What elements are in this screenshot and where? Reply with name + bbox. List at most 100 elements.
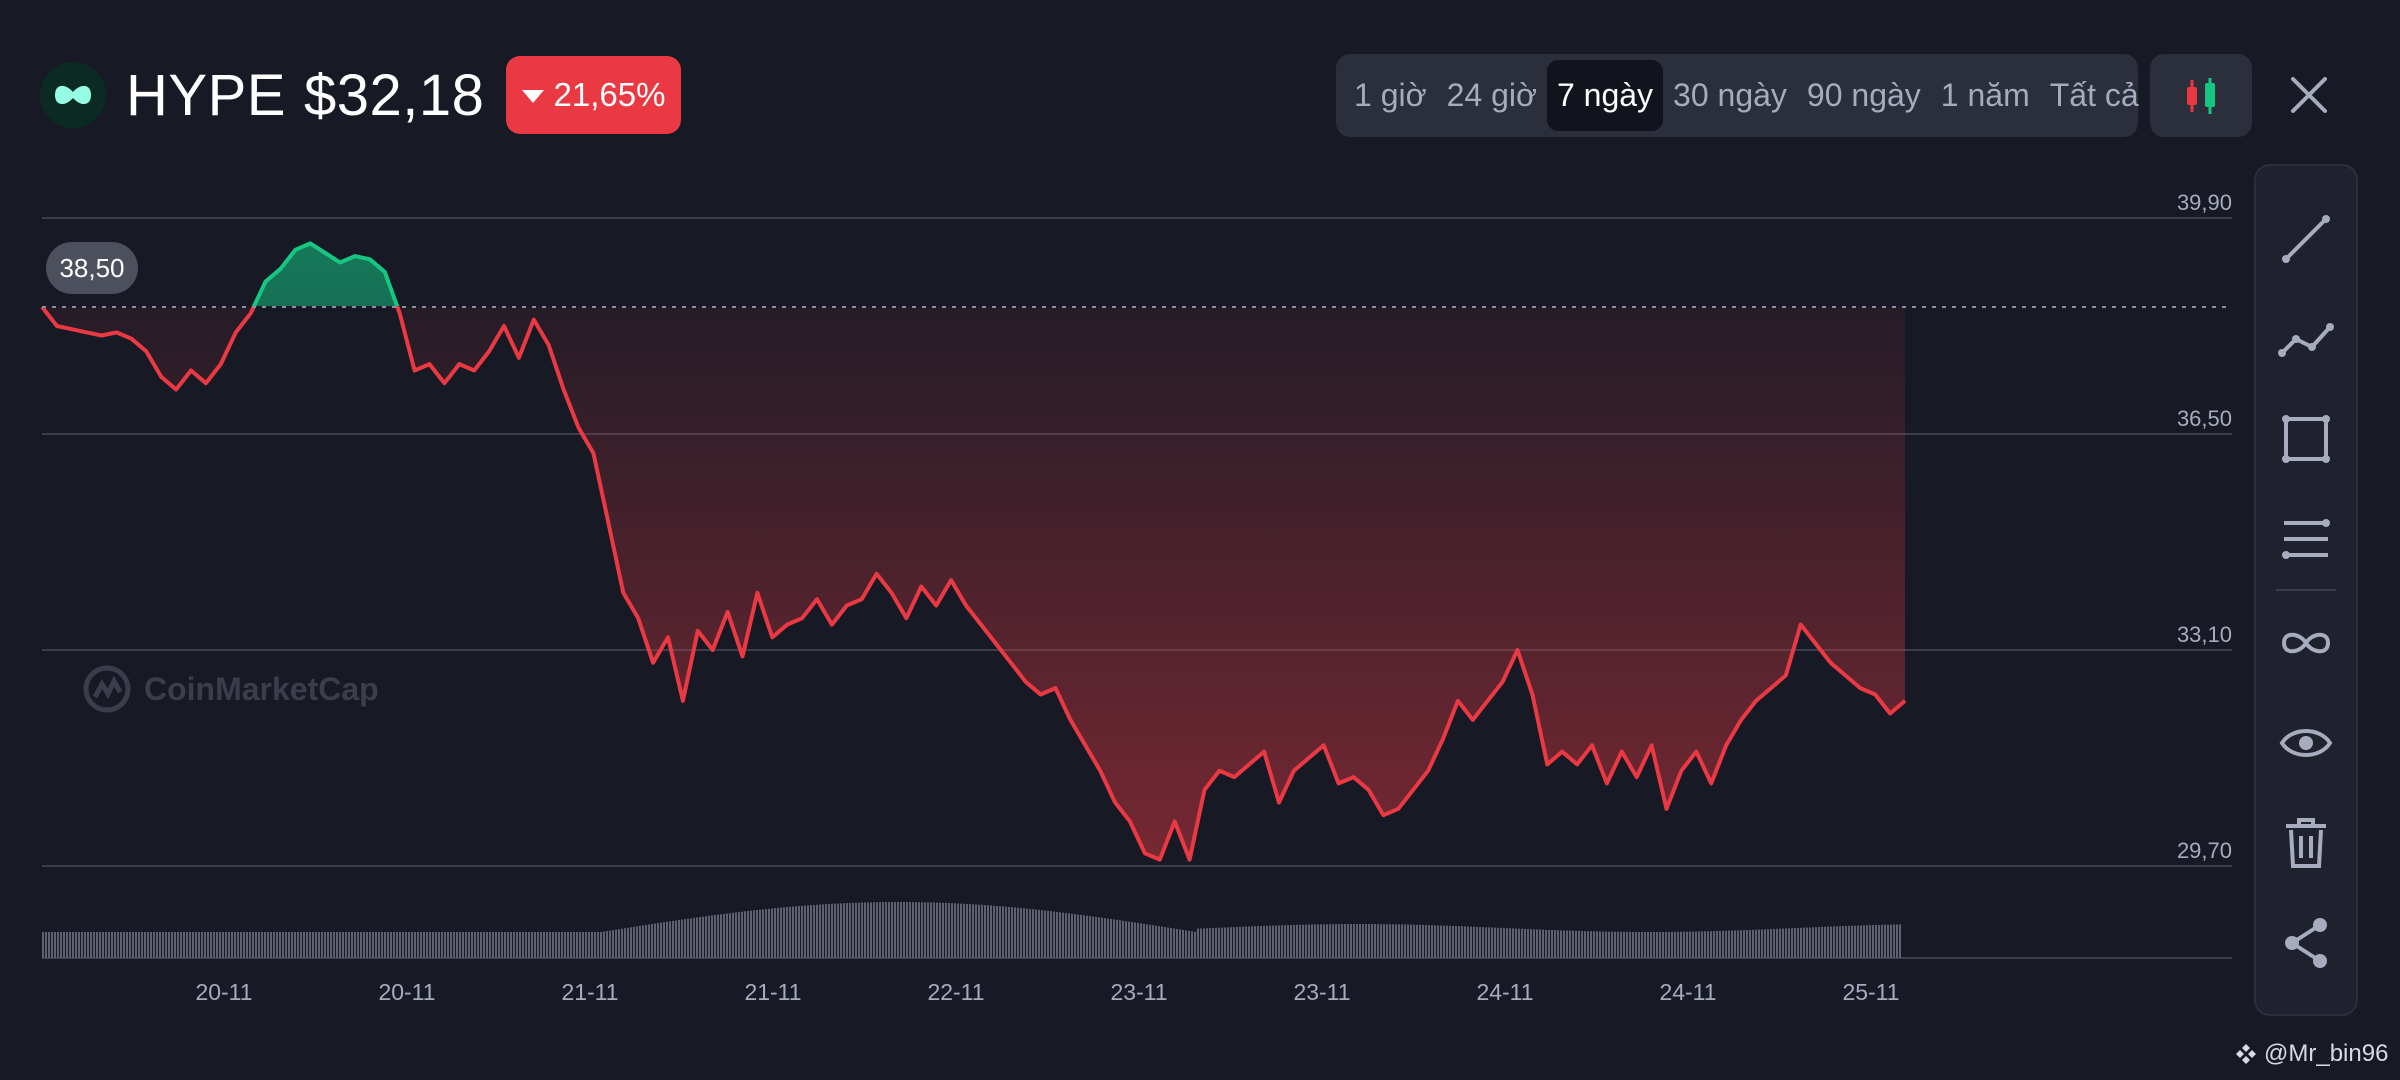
volume-bar bbox=[438, 932, 440, 958]
volume-bar bbox=[1245, 926, 1247, 958]
volume-bar bbox=[813, 904, 815, 958]
volume-bar bbox=[975, 904, 977, 958]
volume-bar bbox=[1119, 920, 1121, 958]
volume-bar bbox=[1713, 931, 1715, 958]
volume-bar bbox=[1527, 929, 1529, 958]
range-30d-button[interactable]: 30 ngày bbox=[1673, 77, 1787, 113]
volume-bar bbox=[1428, 925, 1430, 958]
volume-bar bbox=[798, 906, 800, 958]
volume-bar bbox=[1704, 931, 1706, 958]
volume-bar bbox=[243, 932, 245, 958]
volume-bar bbox=[1842, 926, 1844, 958]
volume-bar bbox=[1719, 930, 1721, 958]
volume-bar bbox=[42, 932, 44, 958]
volume-bar bbox=[1641, 931, 1643, 958]
volume-bar bbox=[765, 909, 767, 958]
close-button[interactable] bbox=[2276, 62, 2342, 128]
volume-bar bbox=[495, 932, 497, 958]
volume-bar bbox=[1452, 925, 1454, 958]
parallel-lines-tool[interactable] bbox=[2256, 499, 2356, 579]
range-1y-button[interactable]: 1 năm bbox=[1940, 77, 2030, 113]
volume-bar bbox=[897, 902, 899, 958]
volume-bar bbox=[957, 903, 959, 958]
volume-bar bbox=[87, 932, 89, 958]
volume-bar bbox=[429, 932, 431, 958]
volume-bar bbox=[723, 913, 725, 958]
volume-bar bbox=[831, 903, 833, 958]
volume-bar bbox=[1746, 930, 1748, 958]
visibility-tool[interactable] bbox=[2256, 703, 2356, 783]
volume-bar bbox=[1665, 931, 1667, 958]
volume-bar bbox=[1512, 928, 1514, 958]
volume-bar bbox=[390, 932, 392, 958]
volume-bar bbox=[1818, 927, 1820, 958]
polyline-tool[interactable] bbox=[2256, 299, 2356, 379]
volume-bar bbox=[1566, 930, 1568, 958]
volume-bar bbox=[1380, 924, 1382, 958]
volume-bar bbox=[246, 932, 248, 958]
drawing-toolbar bbox=[2254, 164, 2358, 1016]
infinity-tool[interactable] bbox=[2256, 603, 2356, 683]
coin-price: $32,18 bbox=[303, 62, 485, 128]
range-all-button[interactable]: Tất cả bbox=[2049, 77, 2139, 113]
volume-bar bbox=[1482, 927, 1484, 958]
range-7d-button[interactable]: 7 ngày bbox=[1546, 60, 1664, 131]
volume-bar bbox=[1179, 929, 1181, 958]
volume-bar bbox=[489, 932, 491, 958]
volume-bar bbox=[1674, 931, 1676, 958]
volume-bar bbox=[1236, 926, 1238, 958]
volume-bar bbox=[561, 932, 563, 958]
volume-bar bbox=[222, 932, 224, 958]
binance-square-icon bbox=[2236, 1044, 2256, 1064]
polyline-icon bbox=[2278, 323, 2334, 357]
volume-bar bbox=[1242, 926, 1244, 958]
volume-bar bbox=[1494, 927, 1496, 958]
delete-tool[interactable] bbox=[2256, 803, 2356, 883]
volume-bar bbox=[1182, 929, 1184, 958]
volume-bar bbox=[753, 910, 755, 958]
volume-bar bbox=[1113, 919, 1115, 958]
volume-bar bbox=[678, 919, 680, 958]
close-icon bbox=[2291, 77, 2327, 113]
volume-bar bbox=[1284, 925, 1286, 958]
volume-bar bbox=[1797, 927, 1799, 958]
volume-bar bbox=[1626, 931, 1628, 958]
volume-bar bbox=[1191, 931, 1193, 958]
volume-bar bbox=[825, 904, 827, 958]
volume-bar bbox=[807, 905, 809, 958]
volume-bar bbox=[483, 932, 485, 958]
volume-bar bbox=[1446, 925, 1448, 958]
volume-bar bbox=[1212, 927, 1214, 958]
volume-bar bbox=[1509, 928, 1511, 958]
volume-bar bbox=[651, 924, 653, 958]
volume-bar bbox=[1266, 925, 1268, 958]
volume-bar bbox=[1164, 927, 1166, 958]
volume-bar bbox=[1734, 930, 1736, 958]
volume-bar bbox=[1545, 929, 1547, 958]
volume-bar bbox=[171, 932, 173, 958]
volume-bar bbox=[237, 932, 239, 958]
volume-bar bbox=[861, 902, 863, 958]
range-24h-button[interactable]: 24 giờ bbox=[1446, 77, 1537, 113]
volume-bar bbox=[954, 903, 956, 958]
volume-bar bbox=[342, 932, 344, 958]
volume-bar bbox=[258, 932, 260, 958]
volume-bar bbox=[849, 902, 851, 958]
x-tick-label: 20-11 bbox=[378, 979, 435, 1005]
volume-bar bbox=[381, 932, 383, 958]
rectangle-tool[interactable] bbox=[2256, 399, 2356, 479]
volume-bar bbox=[579, 932, 581, 958]
volume-bar bbox=[735, 912, 737, 958]
share-tool[interactable] bbox=[2256, 903, 2356, 983]
volume-bar bbox=[612, 930, 614, 958]
volume-bar bbox=[1869, 925, 1871, 958]
volume-bar bbox=[312, 932, 314, 958]
chart-type-button[interactable] bbox=[2150, 54, 2252, 137]
range-1h-button[interactable]: 1 giờ bbox=[1354, 77, 1427, 113]
volume-bar bbox=[1320, 924, 1322, 958]
volume-bar bbox=[708, 915, 710, 958]
trend-line-tool[interactable] bbox=[2256, 199, 2356, 279]
volume-bar bbox=[1377, 924, 1379, 958]
range-90d-button[interactable]: 90 ngày bbox=[1806, 77, 1921, 113]
